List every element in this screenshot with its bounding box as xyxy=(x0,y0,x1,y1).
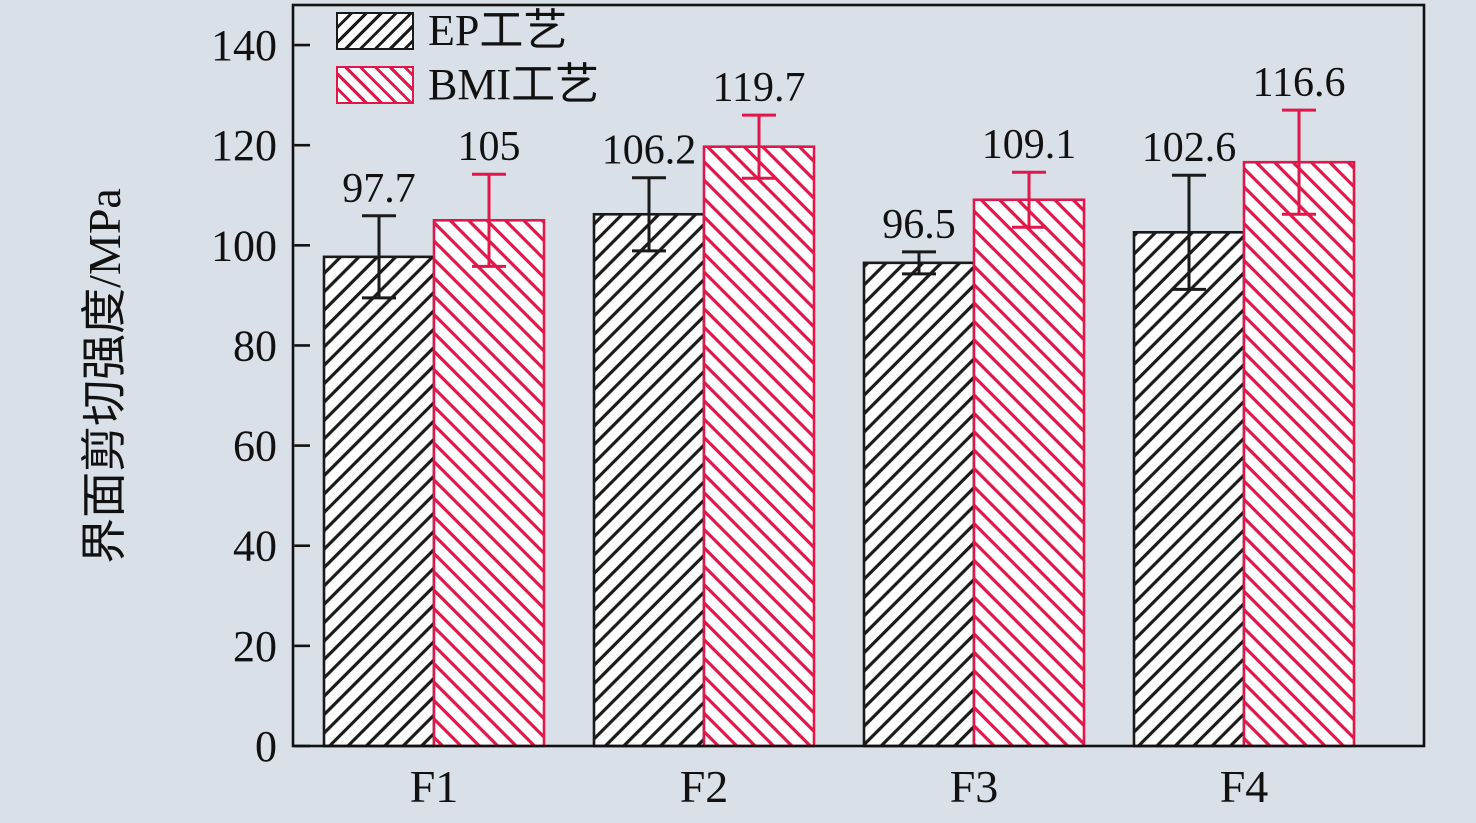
bars-group xyxy=(322,145,1356,748)
error-bar-ep-F2 xyxy=(632,176,666,253)
error-bar-bmi-F4 xyxy=(1282,108,1316,216)
value-label-ep-F3: 96.5 xyxy=(882,202,956,248)
y-tick-label-100: 100 xyxy=(211,221,277,270)
value-label-bmi-F2: 119.7 xyxy=(713,65,806,111)
x-tick-label-F4: F4 xyxy=(1220,761,1269,812)
error-bar-ep-F3 xyxy=(902,250,936,276)
bar-ep-F3 xyxy=(862,261,976,748)
value-label-ep-F2: 106.2 xyxy=(602,128,697,174)
axes-group: 0 20 40 60 80 100 120 140 F1 F2 F3 F4 xyxy=(211,21,1268,812)
y-tick-label-20: 20 xyxy=(233,622,277,671)
legend-swatch-ep-icon xyxy=(336,12,414,50)
x-tick-label-F2: F2 xyxy=(680,761,729,812)
error-bar-bmi-F2 xyxy=(742,113,776,180)
y-axis-title: 界面剪切强度/MPa xyxy=(79,188,130,564)
bar-bmi-F3 xyxy=(972,198,1086,748)
bar-ep-F1 xyxy=(322,255,436,748)
plot-area-border xyxy=(291,3,1426,748)
error-bar-ep-F4 xyxy=(1172,173,1206,291)
y-tick-label-140: 140 xyxy=(211,21,277,70)
bar-bmi-F1 xyxy=(432,218,546,748)
value-label-ep-F4: 102.6 xyxy=(1142,125,1237,171)
error-bar-bmi-F3 xyxy=(1012,170,1046,229)
bar-ep-F4 xyxy=(1132,231,1246,748)
y-tick-label-60: 60 xyxy=(233,422,277,471)
bar-ep-F2 xyxy=(592,212,706,748)
legend-swatch-bmi-icon xyxy=(336,66,414,104)
y-tick-label-0: 0 xyxy=(255,722,277,771)
y-tick-label-80: 80 xyxy=(233,321,277,370)
legend-item-ep: EP工艺 xyxy=(336,8,599,54)
value-labels-group: 97.7 106.2 96.5 102.6 105 119.7 109.1 116.6 xyxy=(342,60,1345,248)
legend-item-bmi: BMI工艺 xyxy=(336,62,599,108)
error-bars-group xyxy=(362,108,1316,300)
y-tick-label-120: 120 xyxy=(211,121,277,170)
x-tick-label-F1: F1 xyxy=(410,761,459,812)
legend: EP工艺 BMI工艺 xyxy=(336,8,599,108)
value-label-bmi-F1: 105 xyxy=(458,124,521,170)
error-bar-bmi-F1 xyxy=(472,172,506,268)
value-label-bmi-F4: 116.6 xyxy=(1253,60,1346,106)
error-bar-ep-F1 xyxy=(362,214,396,300)
bar-bmi-F4 xyxy=(1242,160,1356,748)
value-label-ep-F1: 97.7 xyxy=(342,166,416,212)
bar-bmi-F2 xyxy=(702,145,816,748)
x-tick-label-F3: F3 xyxy=(950,761,999,812)
legend-label-ep: EP工艺 xyxy=(428,6,568,55)
legend-label-bmi: BMI工艺 xyxy=(428,60,600,109)
value-label-bmi-F3: 109.1 xyxy=(982,122,1077,168)
y-tick-label-40: 40 xyxy=(233,522,277,571)
